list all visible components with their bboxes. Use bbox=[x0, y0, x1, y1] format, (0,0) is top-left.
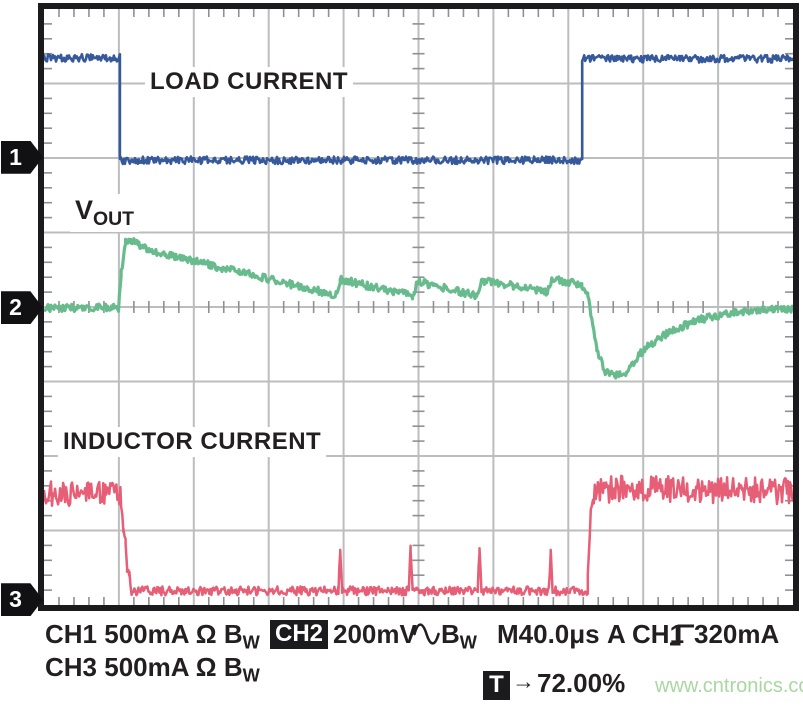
trigger-position-letter: T bbox=[489, 671, 504, 698]
watermark: www.cntronics.com bbox=[655, 675, 803, 697]
ch3-readout: CH3 500mA Ω BW bbox=[45, 652, 260, 686]
ch3-marker-label: 3 bbox=[9, 586, 22, 613]
ch1-readout: CH1 500mA Ω BW bbox=[45, 619, 260, 653]
ch3-readout-text: CH3 500mA Ω B bbox=[45, 652, 243, 682]
vout-label: VOUT bbox=[70, 194, 140, 233]
ch2-badge-text: CH2 bbox=[275, 620, 324, 647]
load-current-text: LOAD CURRENT bbox=[150, 68, 348, 95]
ch1-marker-label: 1 bbox=[9, 143, 22, 170]
trace-ch3 bbox=[44, 474, 793, 597]
ch2-scale-readout: 200mV bbox=[333, 619, 417, 649]
inductor-current-label: INDUCTOR CURRENT bbox=[58, 427, 327, 457]
ch2-badge: CH2 bbox=[270, 620, 329, 649]
inductor-current-text: INDUCTOR CURRENT bbox=[63, 428, 322, 455]
trigger-level-readout: 320mA bbox=[694, 619, 780, 649]
ch2-bw-readout: BW bbox=[441, 619, 477, 653]
ch1-bw-subscript: W bbox=[242, 632, 260, 653]
ch3-bw-subscript: W bbox=[242, 665, 260, 686]
trigger-position-value: 72.00% bbox=[537, 668, 626, 698]
vout-subscript: OUT bbox=[93, 208, 135, 231]
ch2-bw-subscript: W bbox=[459, 632, 477, 653]
trace-ch2 bbox=[44, 237, 793, 380]
vout-text: V bbox=[75, 195, 94, 225]
load-current-label: LOAD CURRENT bbox=[145, 67, 353, 97]
trigger-position-icon: T bbox=[483, 671, 510, 700]
ch1-readout-text: CH1 500mA Ω B bbox=[45, 619, 243, 649]
rising-edge-icon bbox=[670, 624, 694, 646]
trace-ch1 bbox=[44, 52, 793, 166]
trigger-position-arrow: → bbox=[512, 668, 535, 694]
ch2-marker-label: 2 bbox=[9, 294, 22, 321]
ch2-bw-text: B bbox=[441, 619, 460, 649]
sine-wave-icon bbox=[413, 623, 440, 645]
timebase-readout: M40.0μs bbox=[497, 619, 600, 649]
